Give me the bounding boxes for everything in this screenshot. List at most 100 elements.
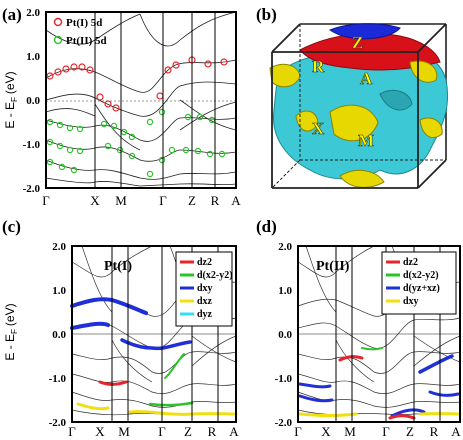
panel-a-k-label: A <box>231 193 241 208</box>
panel-b-yellow-pocket <box>419 117 443 138</box>
panel-c-band <box>191 335 237 367</box>
panel-c-site-label: Pt(I) <box>104 259 132 274</box>
panel-a-band <box>45 139 237 162</box>
panel-d-projections <box>298 347 462 420</box>
panel-b-label-m: M <box>358 131 374 150</box>
panel-b-label-x: X <box>312 119 325 138</box>
panel-c-proj-dxz <box>128 410 238 416</box>
panel-d-legend-item: dz2 <box>403 257 418 268</box>
panel-d-k-label: M <box>344 424 356 439</box>
panel-c-proj-dxy <box>70 321 110 330</box>
panel-d-y-tick: -1.0 <box>275 373 293 385</box>
panel-c-letter: (c) <box>2 217 21 236</box>
panel-b-cube-edge <box>271 159 301 189</box>
panel-a-band <box>139 11 237 47</box>
panel-c-k-label: Γ <box>68 424 76 439</box>
panel-a-marker-pt2 <box>46 138 54 146</box>
panel-c-y-tick: 1.0 <box>52 285 66 297</box>
panel-b-label-r: R <box>312 57 325 76</box>
panel-a-marker-pt2 <box>46 118 54 126</box>
panel-b-yellow-pocket <box>269 63 301 88</box>
panel-c-k-label: R <box>208 424 217 439</box>
panel-a-marker-pt1 <box>112 104 120 112</box>
panel-c-k-label: Z <box>184 424 192 439</box>
panel-b-yellow-pocket <box>339 169 385 188</box>
panel-d-y-tick: -2.0 <box>275 417 293 429</box>
panel-a-k-label: X <box>90 193 100 208</box>
panel-a-k-labels: Γ X M Γ Z R A <box>42 193 241 208</box>
panel-b-cyan-lobe <box>379 89 413 111</box>
panel-a-legend-marker-pt1 <box>53 17 63 27</box>
panel-a-marker-pt1 <box>164 66 172 74</box>
panel-a-marker-pt1 <box>204 60 212 68</box>
panel-a-y-tick: 1.0 <box>26 51 40 63</box>
panel-a-marker-pt1 <box>62 65 70 73</box>
panel-a-marker-pt2 <box>194 147 202 155</box>
panel-d-proj-dyzxz <box>390 408 426 418</box>
panel-a-marker-pt2 <box>158 108 166 116</box>
panel-a-band <box>45 117 237 142</box>
panel-a-marker-pt1 <box>96 93 104 101</box>
panel-a-marker-pt2 <box>128 152 136 160</box>
panel-a-k-label: M <box>115 193 127 208</box>
panel-b-cube-edge <box>417 23 447 53</box>
panel-a: (a) E - EF(eV) 2.0 1.0 0.0 -1.0 -2.0 <box>2 5 241 208</box>
panel-a-marker-pt1 <box>156 92 164 100</box>
panel-d: (d) 2.0 1.0 0.0 -1.0 -2.0 <box>256 217 462 439</box>
panel-c: (c) E - EF(eV) 2.0 1.0 0.0 -1.0 -2.0 <box>2 217 239 439</box>
panel-a-legend: Pt(I) 5d Pt(II) 5d <box>53 17 107 47</box>
panel-d-proj-dyzxz <box>428 390 460 397</box>
panel-a-band <box>94 103 141 151</box>
panel-a-marker-pt2 <box>168 146 176 154</box>
panel-c-y-ticks: 2.0 1.0 0.0 -1.0 -2.0 <box>49 241 67 429</box>
panel-b-cube-edge <box>417 159 447 189</box>
panel-a-y-tick: 0.0 <box>26 95 40 107</box>
panel-a-frame <box>45 11 237 189</box>
panel-c-k-label: M <box>118 424 130 439</box>
panel-d-k-labels: Γ X M Γ Z R A <box>294 424 461 439</box>
panel-a-y-axis-label: E - EF(eV) <box>3 71 19 128</box>
panel-a-y-ticks: 2.0 1.0 0.0 -1.0 -2.0 <box>23 7 41 195</box>
panel-a-marker-pt2 <box>58 163 66 171</box>
panel-d-k-label: A <box>451 424 461 439</box>
panel-a-marker-pt2 <box>104 142 112 150</box>
panel-a-marker-pt2 <box>146 170 154 178</box>
panel-c-k-label: A <box>229 424 239 439</box>
panel-c-band <box>71 373 237 394</box>
panel-a-marker-pt2 <box>196 113 204 121</box>
panel-a-marker-pt1 <box>54 68 62 76</box>
panel-d-band <box>413 335 461 367</box>
panel-c-y-axis-label: E - EF(eV) <box>3 303 19 360</box>
panel-a-band <box>179 101 237 131</box>
panel-d-k-label: R <box>430 424 439 439</box>
panel-a-marker-pt1 <box>70 63 78 71</box>
panel-c-legend-item: dxy <box>197 283 213 294</box>
panel-d-band <box>297 351 461 374</box>
panel-a-band <box>45 177 237 187</box>
panel-b: (b) <box>256 5 449 189</box>
panel-a-y-tick: 2.0 <box>26 7 40 19</box>
panel-a-marker-pt1 <box>86 66 94 74</box>
panel-d-band <box>335 339 375 383</box>
panel-c-frame <box>71 245 237 423</box>
panel-a-k-label: Γ <box>42 193 50 208</box>
panel-a-letter: (a) <box>2 5 22 24</box>
panel-b-blue-sheet <box>328 23 401 40</box>
panel-c-k-labels: Γ X M Γ Z R A <box>68 424 239 439</box>
panel-d-k-label: X <box>321 424 331 439</box>
panel-a-k-label: Z <box>188 193 196 208</box>
panel-a-marker-pt2 <box>100 120 108 128</box>
panel-a-marker-pt1 <box>220 58 228 66</box>
panel-a-marker-pt1 <box>78 63 86 71</box>
panel-c-y-tick: -1.0 <box>49 373 67 385</box>
panel-c-proj-dx2y2 <box>148 401 194 407</box>
panel-c-projections <box>70 281 238 416</box>
panel-a-marker-pt2 <box>46 158 54 166</box>
panel-a-marker-pt2 <box>110 122 118 130</box>
panel-a-y-tick: -2.0 <box>23 183 41 195</box>
panel-a-band <box>45 59 237 93</box>
panel-a-k-label: Γ <box>159 193 167 208</box>
panel-d-proj-dxy <box>298 412 358 417</box>
panel-a-band <box>45 81 237 117</box>
